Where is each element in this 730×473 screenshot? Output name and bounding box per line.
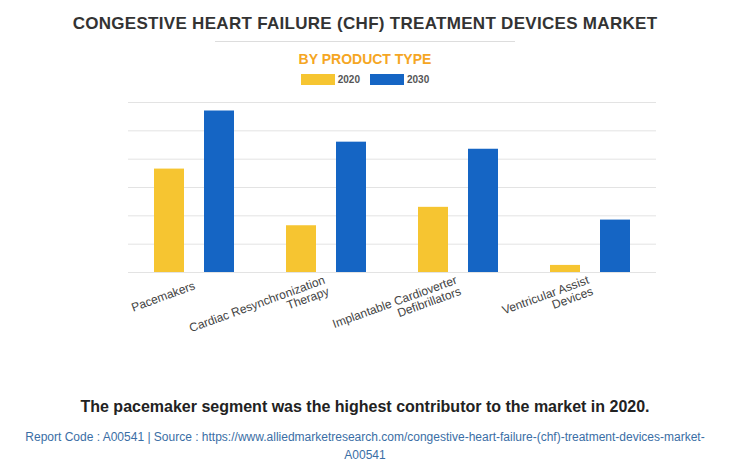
html-text:CONGESTIVE HEART FAILURE (CHF): CONGESTIVE HEART FAILURE (CHF) TREATMENT… [72,14,658,33]
html-text:BY PRODUCT TYPE: BY PRODUCT TYPE [298,51,432,67]
html-text:The pacemaker segment was the: The pacemaker segment was the highest co… [80,398,650,415]
svg-text:Cardiac ResynchronizationThera: Cardiac ResynchronizationTherapy [187,273,331,346]
svg-text:Implantable CardioverterDefibr: Implantable CardioverterDefibrillators [331,273,463,342]
html-text:2020: 2020 [337,74,360,85]
svg-text:Pacemakers: Pacemakers [129,279,196,315]
html-text:Report Code : A00541 | Source: Report Code : A00541 | Source : https://… [25,430,705,462]
html-text:2030: 2030 [407,74,430,85]
svg-text:Ventricular AssistDevices: Ventricular AssistDevices [500,273,595,329]
